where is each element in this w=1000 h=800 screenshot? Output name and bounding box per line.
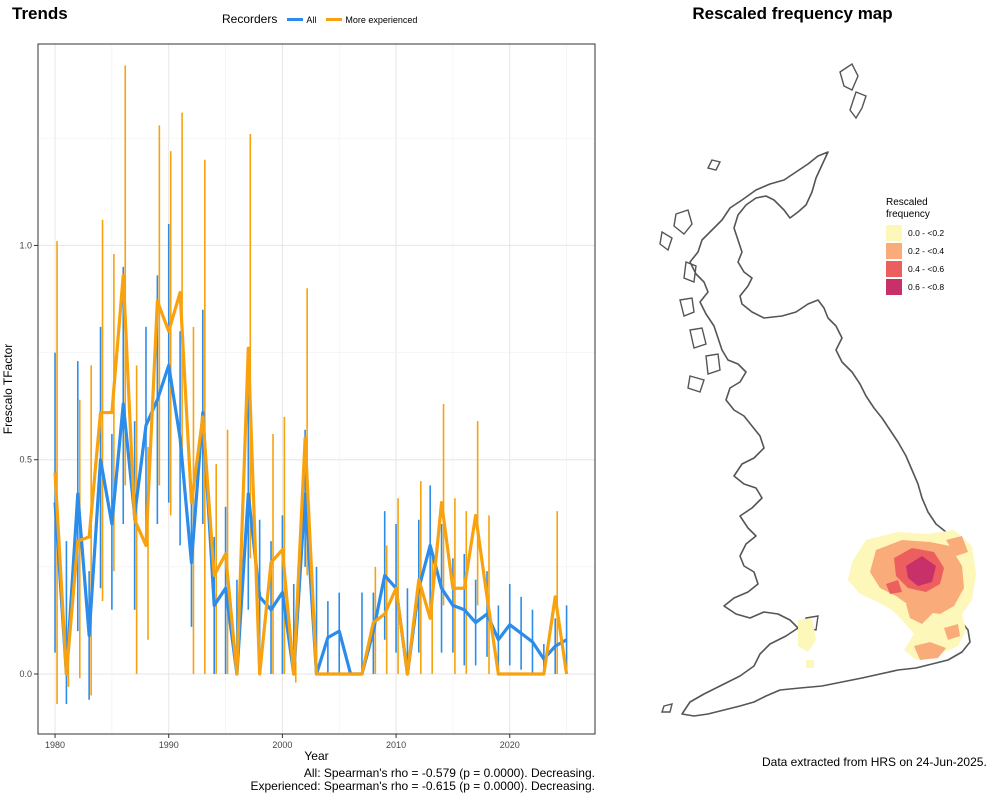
- frequency-map: [659, 62, 976, 717]
- map-legend-swatch: [886, 261, 902, 277]
- map-legend-label: 0.0 - <0.2: [908, 228, 945, 238]
- x-tick-label: 2010: [386, 740, 406, 750]
- islands-outline: [659, 62, 867, 713]
- spearman-stats: All: Spearman's rho = -0.579 (p = 0.0000…: [251, 767, 596, 793]
- legend-label-all: All: [306, 15, 317, 25]
- stats-all: All: Spearman's rho = -0.579 (p = 0.0000…: [303, 766, 595, 780]
- map-legend-label: 0.4 - <0.6: [908, 264, 945, 274]
- map-legend-item: 0.0 - <0.2: [886, 224, 944, 242]
- map-legend-item: 0.2 - <0.4: [886, 242, 944, 260]
- map-legend-title-line2: frequency: [886, 209, 930, 220]
- map-legend-title-line1: Rescaled: [886, 197, 928, 208]
- map-legend-label: 0.2 - <0.4: [908, 246, 945, 256]
- map-title: Rescaled frequency map: [692, 4, 893, 23]
- map-legend-swatch: [886, 243, 902, 259]
- stats-experienced: Experienced: Spearman's rho = -0.615 (p …: [250, 779, 596, 793]
- legend-key-experienced: [326, 18, 343, 22]
- map-legend: Rescaled frequency 0.0 - <0.2 0.2 - <0.4…: [886, 197, 944, 296]
- x-tick-label: 2020: [500, 740, 520, 750]
- frequency-overlay: [798, 530, 976, 668]
- y-tick-label: 1.0: [19, 240, 32, 250]
- y-tick-label: 0.0: [19, 669, 32, 679]
- trends-title: Trends: [12, 4, 68, 23]
- x-tick-label: 1980: [45, 740, 65, 750]
- map-legend-swatch: [886, 279, 902, 295]
- map-legend-label: 0.6 - <0.8: [908, 282, 945, 292]
- series-line-experienced: [53, 273, 569, 676]
- y-axis-label: Frescalo TFactor: [1, 344, 15, 434]
- panel-border: [37, 43, 596, 735]
- series-line-all: [53, 363, 568, 676]
- legend-label-experienced: More experienced: [345, 15, 418, 25]
- y-tick-label: 0.5: [19, 455, 32, 465]
- map-legend-item: 0.6 - <0.8: [886, 278, 944, 296]
- mainland-outline: [681, 151, 975, 717]
- x-axis-label: Year: [304, 749, 328, 763]
- map-legend-item: 0.4 - <0.6: [886, 260, 944, 278]
- chart-legend: Recorders All More experienced: [222, 12, 417, 26]
- legend-title: Recorders: [222, 12, 278, 26]
- trends-chart: 1980 1990 2000 2010 2020 0.0 0.5 1.0 Year Fresc…: [1, 43, 596, 763]
- x-tick-label: 2000: [272, 740, 292, 750]
- data-credit: Data extracted from HRS on 24-Jun-2025.: [762, 755, 987, 769]
- legend-key-all: [287, 18, 304, 22]
- map-legend-swatch: [886, 225, 902, 241]
- x-tick-label: 1990: [159, 740, 179, 750]
